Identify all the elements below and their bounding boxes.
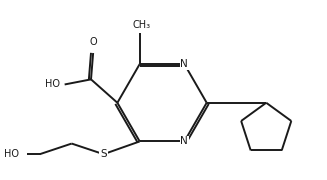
Text: N: N	[181, 59, 188, 69]
Text: HO: HO	[4, 149, 19, 159]
Text: S: S	[100, 149, 107, 159]
Text: CH₃: CH₃	[133, 20, 151, 30]
Text: N: N	[181, 136, 188, 146]
Text: O: O	[89, 37, 97, 48]
Text: HO: HO	[44, 80, 60, 89]
